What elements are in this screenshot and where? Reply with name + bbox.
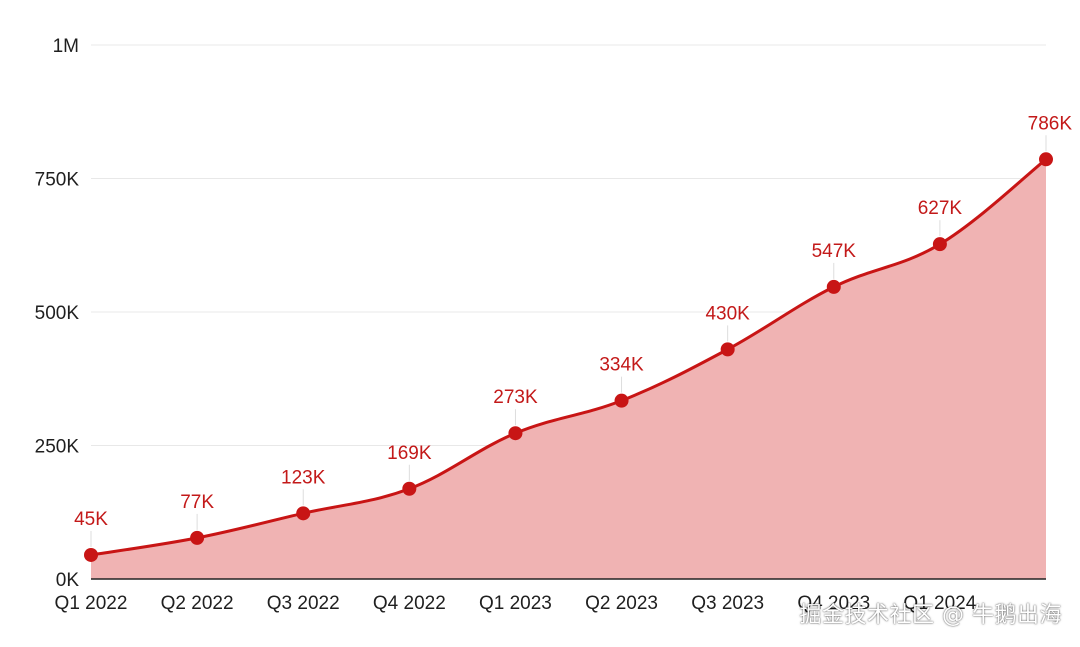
x-tick-label: Q4 2023 (797, 593, 870, 614)
data-label: 273K (493, 387, 538, 408)
data-points (84, 152, 1053, 562)
x-tick-label: Q3 2023 (691, 593, 764, 614)
data-point (720, 342, 735, 357)
x-axis-ticks: Q1 2022 Q2 2022 Q3 2022 Q4 2022 Q1 2023 Q2 20… (55, 593, 977, 614)
x-tick-label: Q1 2024 (903, 593, 976, 614)
data-point (508, 426, 523, 441)
data-point (402, 481, 417, 496)
data-label: 334K (599, 355, 644, 376)
x-tick-label: Q2 2023 (585, 593, 658, 614)
data-label: 627K (918, 198, 963, 219)
data-label: 45K (74, 509, 108, 530)
data-point (296, 506, 311, 521)
label-guides (90, 135, 1047, 547)
data-point (1039, 152, 1053, 167)
data-point (614, 393, 629, 408)
y-tick-label: 750K (35, 170, 80, 191)
data-point (190, 530, 205, 545)
data-point (826, 279, 841, 294)
data-label: 547K (812, 241, 857, 262)
series-line-layer (89, 157, 1048, 557)
data-point (932, 237, 947, 252)
data-point (84, 547, 98, 562)
data-labels: 45K 77K 123K 169K 273K 334K 430K 547K 627K 786K (74, 113, 1072, 530)
x-tick-label: Q3 2022 (267, 593, 340, 614)
y-tick-label: 0K (56, 570, 80, 591)
x-tick-label: Q1 2022 (55, 593, 128, 614)
area-fill-layer (91, 159, 1046, 579)
y-axis-ticks: 0K 250K 500K 750K 1M (35, 36, 80, 591)
data-label: 786K (1028, 113, 1073, 134)
y-tick-label: 250K (35, 437, 80, 458)
x-tick-label: Q4 2022 (373, 593, 446, 614)
series-area (91, 159, 1046, 579)
data-label: 123K (281, 467, 326, 488)
y-tick-label: 500K (35, 303, 80, 324)
data-label: 430K (705, 303, 750, 324)
watermark: 掘金技术社区 @ 牛鹅出海 (799, 603, 1062, 628)
y-tick-label: 1M (53, 36, 79, 57)
data-label: 169K (387, 443, 432, 464)
x-tick-label: Q2 2022 (161, 593, 234, 614)
x-tick-label: Q1 2023 (479, 593, 552, 614)
data-label: 77K (180, 492, 214, 513)
series-line (89, 157, 1048, 557)
